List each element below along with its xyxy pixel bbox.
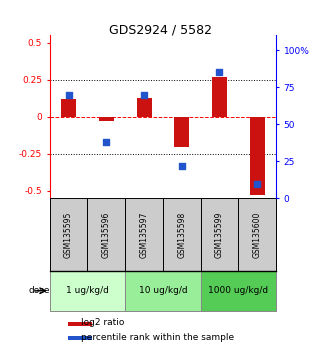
Bar bbox=[68, 337, 92, 341]
Text: GSM135598: GSM135598 bbox=[177, 211, 186, 258]
Bar bbox=[201, 198, 238, 271]
Point bbox=[255, 181, 260, 187]
Bar bbox=[250, 117, 265, 195]
Text: 1 ug/kg/d: 1 ug/kg/d bbox=[66, 286, 109, 295]
Bar bbox=[50, 198, 87, 271]
Bar bbox=[99, 117, 114, 121]
Bar bbox=[68, 322, 92, 326]
Text: 10 ug/kg/d: 10 ug/kg/d bbox=[139, 286, 187, 295]
Bar bbox=[125, 198, 163, 271]
Point bbox=[142, 92, 147, 97]
Bar bbox=[201, 271, 276, 311]
Bar bbox=[125, 271, 201, 311]
Text: percentile rank within the sample: percentile rank within the sample bbox=[82, 333, 235, 342]
Point bbox=[179, 163, 184, 169]
Text: 1000 ug/kg/d: 1000 ug/kg/d bbox=[208, 286, 268, 295]
Text: log2 ratio: log2 ratio bbox=[82, 318, 125, 327]
Point bbox=[66, 92, 71, 97]
Text: GDS2924 / 5582: GDS2924 / 5582 bbox=[109, 23, 212, 36]
Text: GSM135599: GSM135599 bbox=[215, 211, 224, 258]
Bar bbox=[61, 99, 76, 117]
Text: GSM135600: GSM135600 bbox=[253, 211, 262, 258]
Bar bbox=[174, 117, 189, 147]
Point bbox=[104, 139, 109, 145]
Text: GSM135595: GSM135595 bbox=[64, 211, 73, 258]
Text: GSM135596: GSM135596 bbox=[102, 211, 111, 258]
Bar bbox=[87, 198, 125, 271]
Point bbox=[217, 70, 222, 75]
Bar bbox=[136, 98, 152, 117]
Text: GSM135597: GSM135597 bbox=[140, 211, 149, 258]
Bar bbox=[50, 271, 125, 311]
Bar bbox=[163, 198, 201, 271]
Bar bbox=[238, 198, 276, 271]
Text: dose: dose bbox=[28, 286, 50, 295]
Bar bbox=[212, 77, 227, 117]
